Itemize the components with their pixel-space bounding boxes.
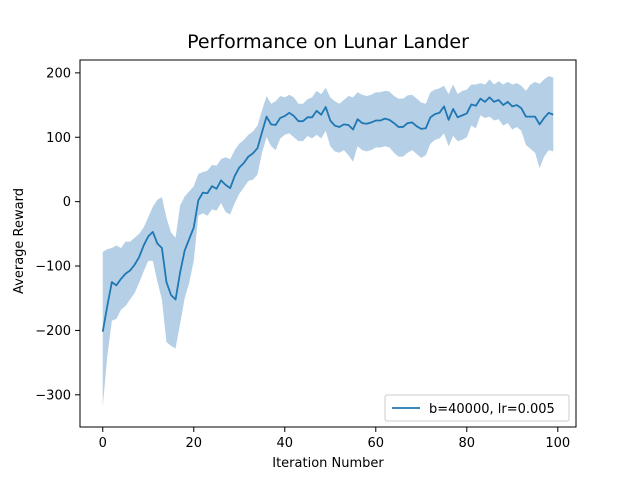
y-axis-ticks: −300 −200 −100 0 100 200 — [35, 66, 80, 403]
y-tick-label: 200 — [46, 66, 71, 81]
legend-box — [384, 394, 570, 422]
legend-entry-label: b=40000, lr=0.005 — [429, 402, 555, 417]
y-tick-label: −200 — [35, 324, 71, 339]
legend: b=40000, lr=0.005 — [384, 394, 570, 422]
mean-line — [101, 96, 554, 332]
y-axis-label: Average Reward — [12, 188, 27, 294]
y-tick-label: −100 — [35, 260, 71, 275]
std-band — [102, 76, 554, 407]
plot-area — [101, 76, 554, 407]
x-axis-label: Iteration Number — [272, 456, 384, 471]
x-tick-label: 20 — [185, 436, 202, 451]
y-tick-label: −300 — [35, 388, 71, 403]
axes-frame — [79, 59, 577, 428]
x-tick-label: 60 — [368, 436, 385, 451]
x-tick-label: 100 — [545, 436, 570, 451]
x-axis-ticks: 0 20 40 60 80 100 — [99, 427, 570, 451]
chart-title: Performance on Lunar Lander — [187, 31, 469, 53]
y-tick-label: 100 — [46, 131, 71, 146]
x-tick-label: 40 — [276, 436, 293, 451]
y-tick-label: 0 — [63, 195, 71, 210]
x-tick-label: 0 — [99, 436, 107, 451]
x-tick-label: 80 — [459, 436, 476, 451]
